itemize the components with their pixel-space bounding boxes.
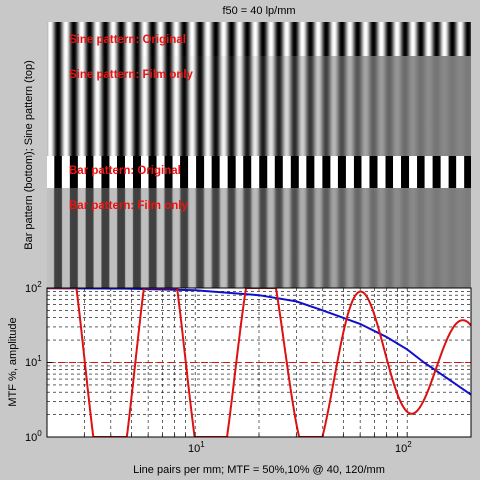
bar-original-band xyxy=(47,156,471,188)
sine-film-band xyxy=(47,56,471,156)
band-label-sine-film: Sine pattern: Film only xyxy=(69,69,194,81)
plot-ticks xyxy=(46,287,472,438)
image-ylabel: Bar pattern (bottom); Sine pattern (top) xyxy=(23,60,35,250)
bar-film-band xyxy=(47,188,471,288)
band-label-bar-original: Bar pattern: Original xyxy=(69,165,181,177)
y-tick-label-top: 102 xyxy=(25,280,42,295)
plot-xlabel: Line pairs per mm; MTF = 50%,10% @ 40, 1… xyxy=(133,464,385,476)
band-label-sine-original: Sine pattern: Original xyxy=(69,34,186,46)
band-label-bar-film: Bar pattern: Film only xyxy=(69,200,188,212)
y-tick-label-mid: 101 xyxy=(25,354,42,369)
sine-original-band xyxy=(47,22,471,56)
x-tick-label-100: 102 xyxy=(395,440,412,455)
pattern-image xyxy=(47,22,471,288)
y-tick-label-bottom: 100 xyxy=(25,429,42,444)
bar-response-curve-red xyxy=(47,288,471,437)
image-title: f50 = 40 lp/mm xyxy=(222,5,295,17)
x-tick-label-10: 101 xyxy=(188,440,205,455)
mtf-curve-blue xyxy=(47,288,471,396)
plot-ylabel: MTF %, amplitude xyxy=(7,317,19,406)
